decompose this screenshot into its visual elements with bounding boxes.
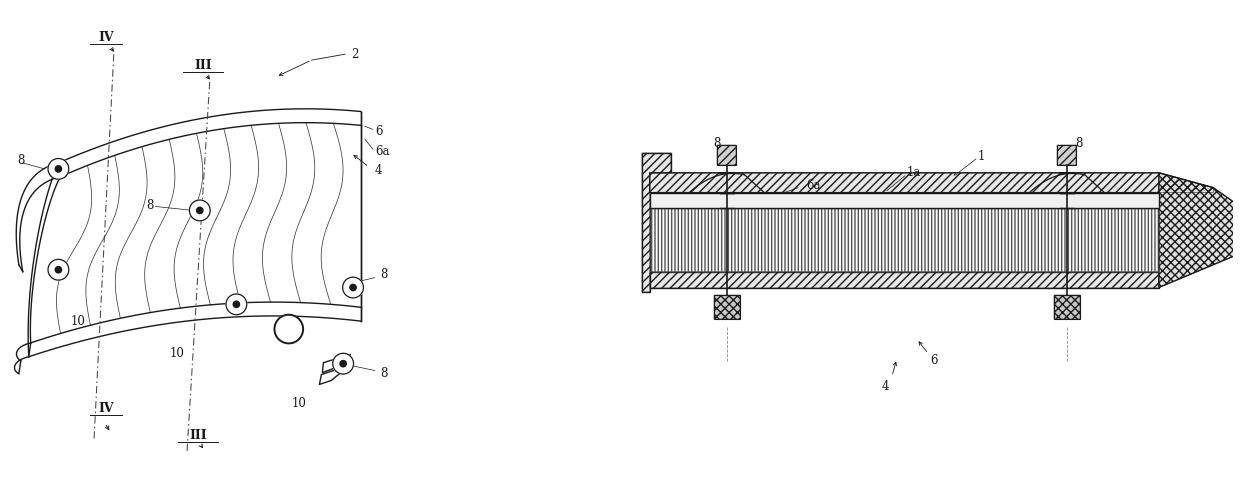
Text: 10: 10 [170,347,185,360]
Circle shape [233,301,239,308]
Polygon shape [1159,173,1240,287]
Text: 4: 4 [374,164,382,177]
Circle shape [48,259,68,280]
Text: 8: 8 [1075,137,1083,150]
Circle shape [340,360,346,367]
Circle shape [197,207,203,213]
Polygon shape [1058,145,1076,165]
Text: 8: 8 [146,199,154,212]
Circle shape [350,284,356,291]
Polygon shape [1054,295,1080,319]
Polygon shape [717,145,737,165]
Polygon shape [714,295,740,319]
Text: 10: 10 [71,315,86,328]
Text: 1: 1 [978,149,986,163]
Text: 8: 8 [381,268,388,281]
Circle shape [190,200,210,221]
Polygon shape [642,153,671,292]
Text: 6: 6 [931,354,939,367]
Text: IV: IV [98,31,114,44]
Circle shape [332,353,353,374]
Text: III: III [193,59,212,71]
Text: 6: 6 [374,125,382,138]
Circle shape [56,166,62,172]
Polygon shape [650,209,1159,272]
Text: 1a: 1a [906,166,921,179]
Text: 6a: 6a [806,179,821,192]
Text: IV: IV [98,402,114,415]
Text: III: III [188,429,207,442]
Circle shape [226,294,247,315]
Polygon shape [650,173,1213,193]
Polygon shape [650,272,1159,287]
Text: 4: 4 [882,380,889,393]
Text: 10: 10 [291,397,306,410]
Circle shape [274,315,303,344]
Text: 6a: 6a [374,144,389,158]
Text: 8: 8 [381,367,388,380]
Text: 8: 8 [713,137,720,150]
Circle shape [56,267,62,273]
Text: 2: 2 [351,48,358,61]
Polygon shape [650,193,1159,209]
Circle shape [48,159,68,179]
Text: 8: 8 [17,154,25,168]
Circle shape [342,277,363,298]
